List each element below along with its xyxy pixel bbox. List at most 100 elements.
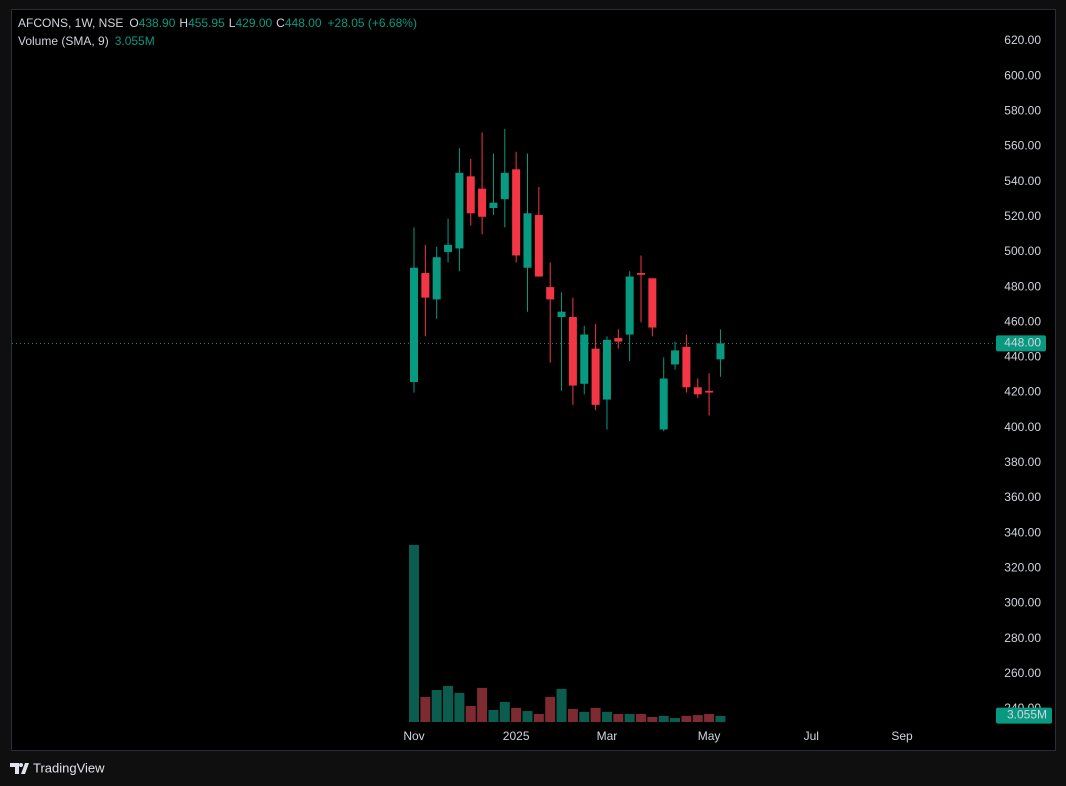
volume-bar bbox=[511, 707, 522, 722]
y-tick-label: 560.00 bbox=[1004, 139, 1041, 153]
chart-pane bbox=[11, 9, 1056, 751]
ohlc-value: 448.00 bbox=[285, 16, 322, 30]
candle-body bbox=[671, 350, 680, 365]
volume-sma-badge-label: 3.055M bbox=[1007, 708, 1047, 722]
volume-bar bbox=[613, 713, 624, 722]
candle-body bbox=[659, 378, 668, 430]
volume-bar bbox=[579, 711, 590, 722]
ohlc-value: 438.90 bbox=[139, 16, 176, 30]
y-tick-label: 520.00 bbox=[1004, 209, 1041, 223]
x-tick-label: 2025 bbox=[503, 729, 530, 743]
candle-body bbox=[444, 244, 453, 252]
volume-bar bbox=[670, 717, 681, 722]
logo-dot bbox=[19, 763, 23, 767]
y-tick-label: 320.00 bbox=[1004, 561, 1041, 575]
ohlc-value: 455.95 bbox=[188, 16, 225, 30]
candle-body bbox=[523, 213, 532, 268]
candle-body bbox=[580, 334, 589, 384]
y-tick-label: 420.00 bbox=[1004, 385, 1041, 399]
x-tick-label: May bbox=[698, 729, 721, 743]
y-tick-label: 400.00 bbox=[1004, 420, 1041, 434]
candle-body bbox=[534, 215, 543, 277]
volume-bar bbox=[488, 709, 499, 722]
candle-body bbox=[648, 278, 657, 328]
x-tick-label: Jul bbox=[804, 729, 819, 743]
volume-bar bbox=[443, 685, 454, 722]
candle-body bbox=[682, 346, 691, 388]
candle-body bbox=[478, 188, 487, 217]
candle-body bbox=[512, 169, 521, 256]
volume-bar bbox=[636, 713, 646, 722]
candle-body bbox=[637, 273, 645, 275]
volume-bar bbox=[681, 715, 692, 722]
volume-bar bbox=[601, 711, 612, 722]
candle-body bbox=[489, 202, 498, 208]
x-tick-label: Nov bbox=[403, 729, 424, 743]
candle-body bbox=[466, 176, 475, 214]
volume-legend: Volume (SMA, 9) 3.055M bbox=[18, 34, 155, 48]
y-tick-label: 500.00 bbox=[1004, 244, 1041, 258]
candle-body bbox=[716, 343, 725, 360]
plot-area bbox=[12, 128, 995, 722]
volume-bar bbox=[567, 708, 578, 722]
logo-icon bbox=[10, 763, 29, 774]
ohlc-key: L bbox=[229, 16, 236, 30]
ohlc-key: H bbox=[179, 16, 188, 30]
change: +28.05 (+6.68%) bbox=[328, 16, 417, 30]
volume-bar bbox=[704, 713, 715, 722]
candle-body bbox=[625, 276, 634, 335]
volume-bar bbox=[477, 687, 488, 722]
candle-body bbox=[602, 339, 611, 400]
volume-bar bbox=[522, 711, 533, 722]
symbol[interactable]: AFCONS, 1W, NSE bbox=[18, 16, 123, 30]
volume-bar bbox=[715, 715, 726, 722]
volume-bar bbox=[590, 707, 601, 722]
volume-indicator-name[interactable]: Volume (SMA, 9) bbox=[18, 34, 109, 48]
y-tick-label: 540.00 bbox=[1004, 174, 1041, 188]
y-tick-label: 480.00 bbox=[1004, 279, 1041, 293]
volume-bar bbox=[692, 715, 703, 722]
y-tick-label: 260.00 bbox=[1004, 666, 1041, 680]
y-tick-label: 280.00 bbox=[1004, 631, 1041, 645]
volume-bar bbox=[533, 713, 544, 722]
y-tick-label: 460.00 bbox=[1004, 314, 1041, 328]
ohlc-key: C bbox=[276, 16, 285, 30]
candle-body bbox=[557, 311, 566, 317]
candle-body bbox=[705, 390, 714, 393]
y-tick-label: 440.00 bbox=[1004, 350, 1041, 364]
candle-body bbox=[410, 267, 418, 383]
volume-bar bbox=[454, 692, 465, 722]
y-tick-label: 580.00 bbox=[1004, 103, 1041, 117]
tradingview-logo[interactable]: TradingView bbox=[10, 760, 105, 775]
candle-body bbox=[693, 387, 702, 395]
volume-bar bbox=[624, 713, 635, 722]
last-price-label: 448.00 bbox=[1004, 336, 1041, 350]
y-tick-label: 360.00 bbox=[1004, 490, 1041, 504]
candle-body bbox=[546, 287, 555, 300]
ohlc-key: O bbox=[129, 16, 138, 30]
volume-sma-badge bbox=[996, 707, 1052, 724]
volume-sma-value: 3.055M bbox=[115, 34, 155, 48]
volume-bar bbox=[647, 716, 658, 722]
y-tick-label: 380.00 bbox=[1004, 455, 1041, 469]
volume-bar bbox=[420, 696, 431, 722]
candle-body bbox=[432, 257, 441, 300]
volume-bar bbox=[431, 689, 442, 722]
volume-bar bbox=[499, 701, 510, 722]
x-tick-label: Mar bbox=[597, 729, 618, 743]
y-tick-label: 600.00 bbox=[1004, 68, 1041, 82]
y-tick-label: 300.00 bbox=[1004, 596, 1041, 610]
candle-body bbox=[500, 172, 509, 200]
brand-name: TradingView bbox=[33, 760, 105, 775]
volume-bar bbox=[465, 705, 476, 722]
last-price-badge bbox=[996, 335, 1046, 352]
y-tick-label: 340.00 bbox=[1004, 525, 1041, 539]
ohlc-values: O438.90 H455.95 L429.00 C448.00 bbox=[129, 16, 322, 30]
candle-body bbox=[591, 348, 600, 405]
candle-body bbox=[455, 172, 464, 249]
ohlc-value: 429.00 bbox=[235, 16, 272, 30]
y-tick-label: 620.00 bbox=[1004, 33, 1041, 47]
symbol-legend: AFCONS, 1W, NSE O438.90 H455.95 L429.00 C448… bbox=[18, 16, 417, 30]
